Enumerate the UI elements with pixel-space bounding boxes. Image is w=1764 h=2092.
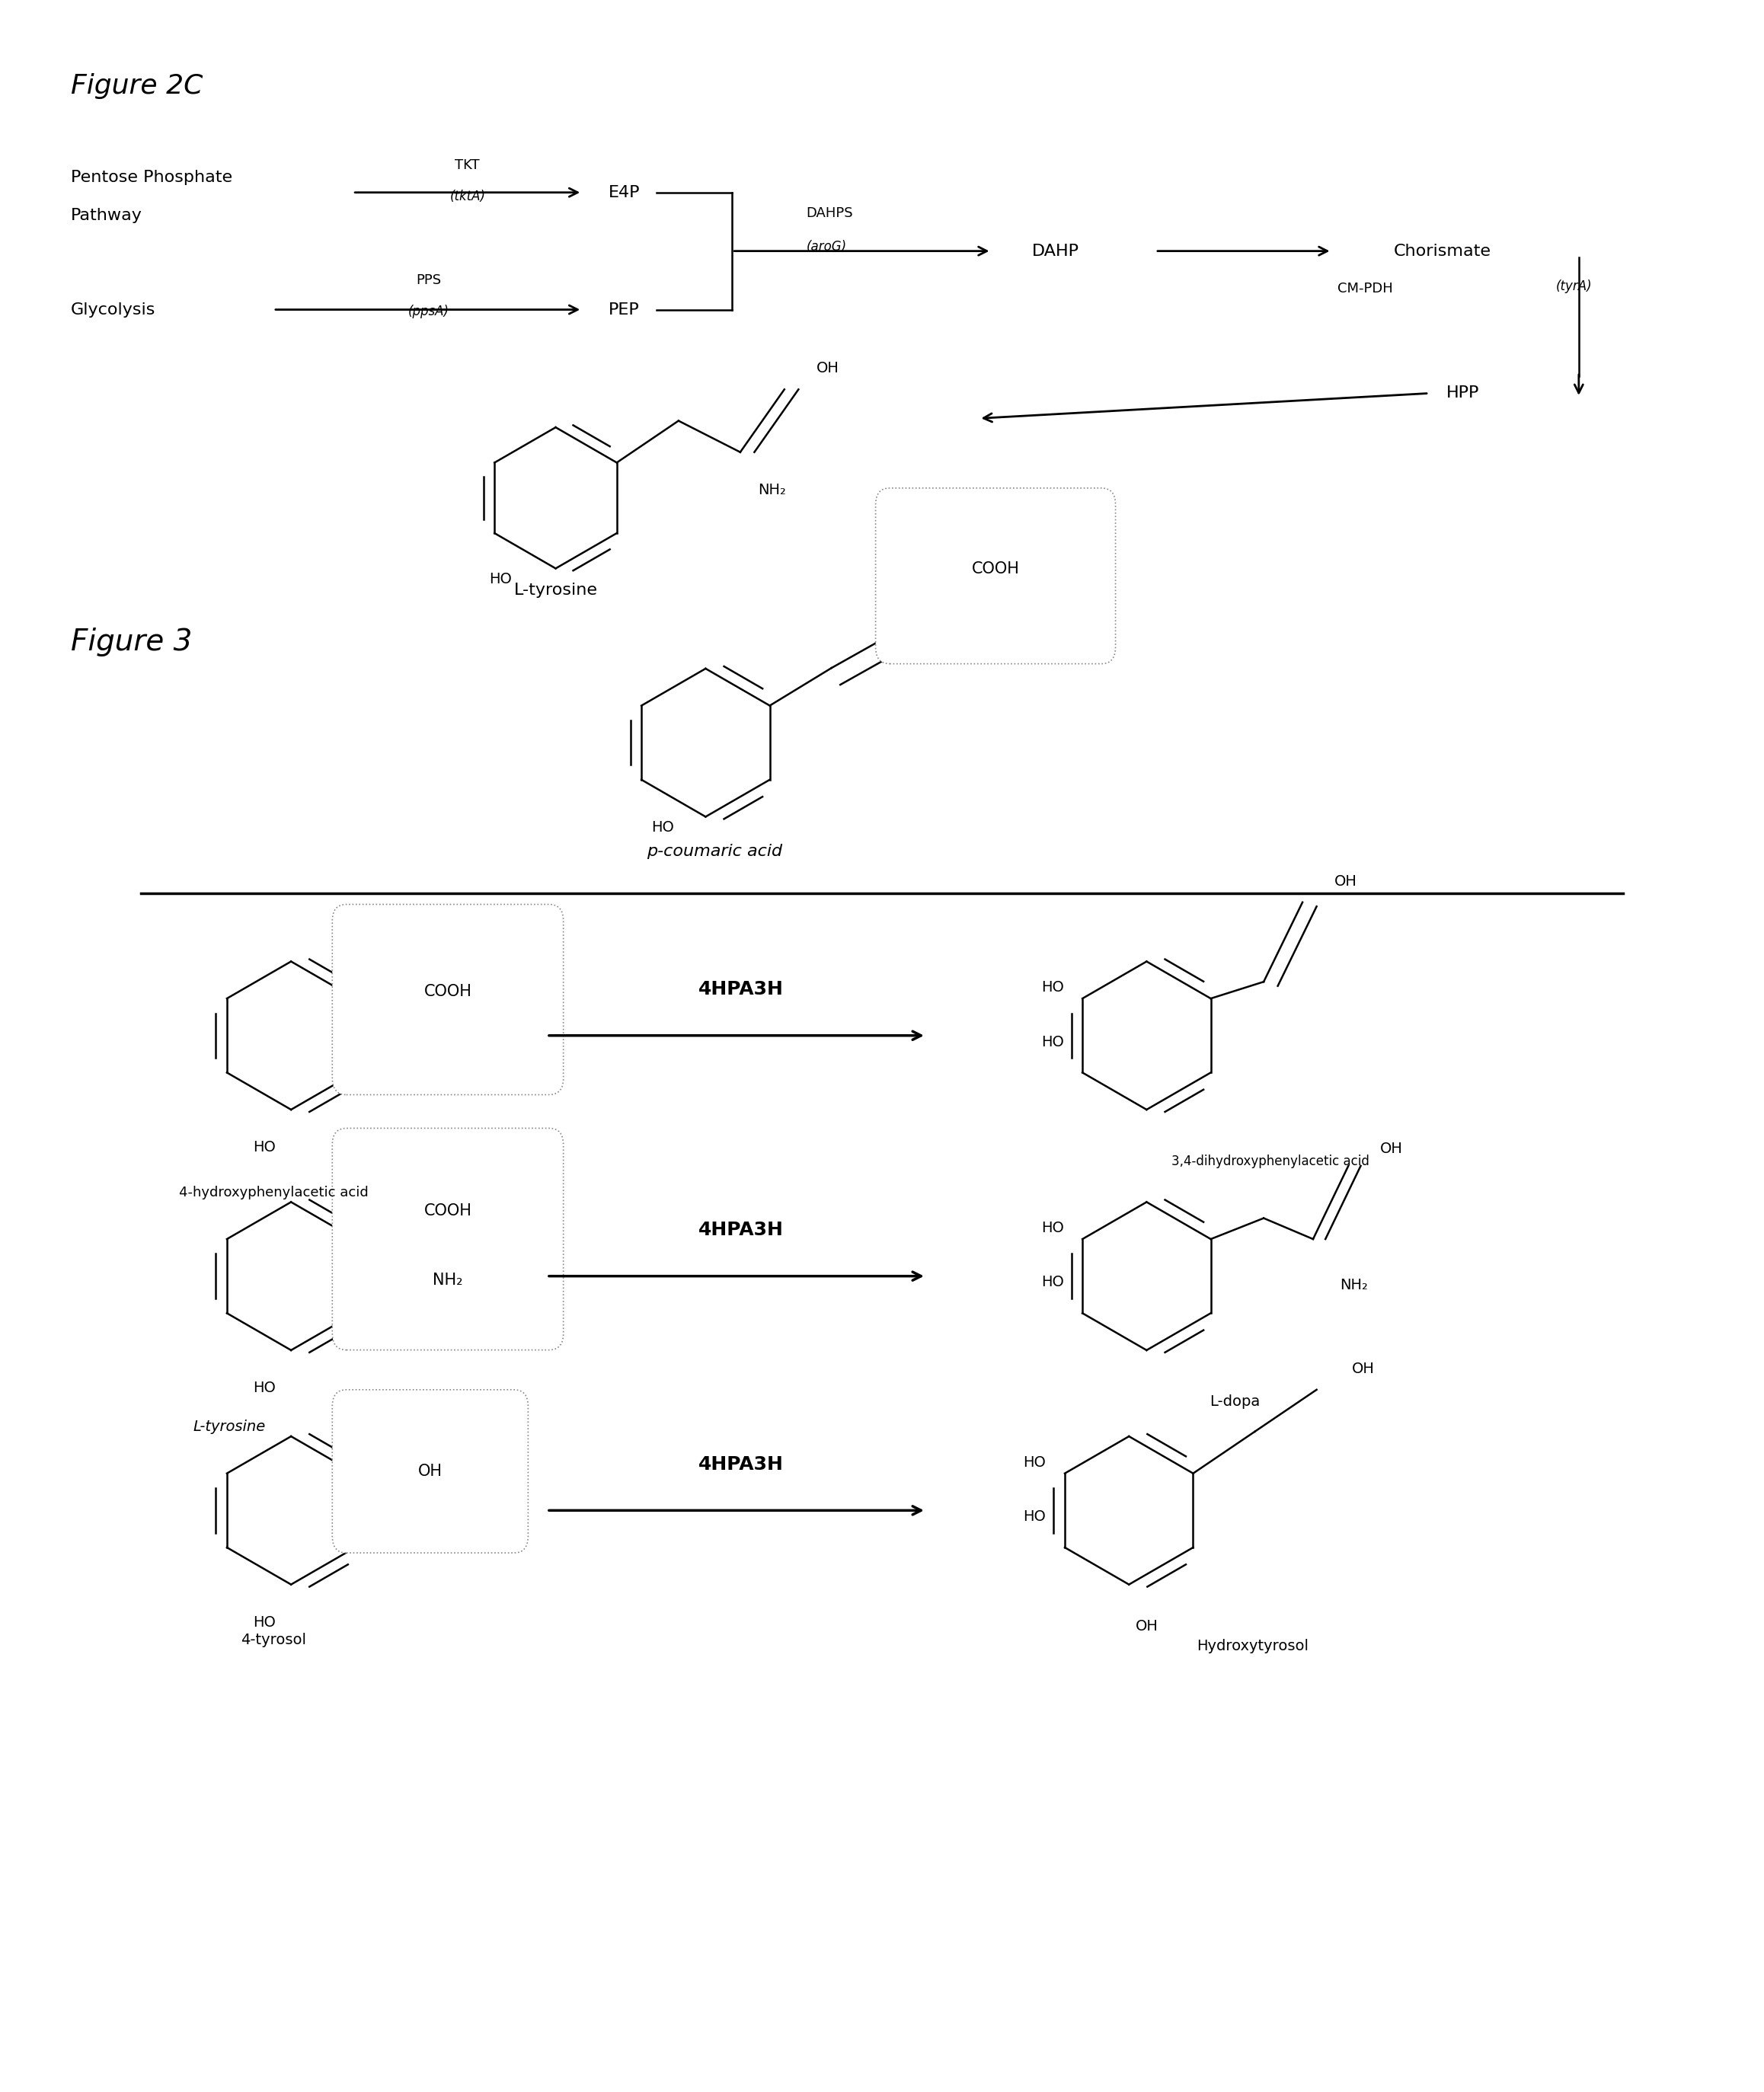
FancyBboxPatch shape: [875, 487, 1115, 663]
Text: p-coumaric acid: p-coumaric acid: [647, 843, 781, 860]
Text: L-dopa: L-dopa: [1210, 1395, 1259, 1408]
Text: OH: OH: [418, 1464, 443, 1479]
Text: HO: HO: [1023, 1456, 1046, 1469]
Text: Glycolysis: Glycolysis: [71, 301, 155, 318]
Text: COOH: COOH: [423, 983, 471, 1000]
Text: NH₂: NH₂: [1339, 1278, 1367, 1293]
Text: HO: HO: [1041, 1222, 1064, 1234]
FancyBboxPatch shape: [332, 1389, 527, 1552]
Text: NH₂: NH₂: [759, 483, 787, 498]
FancyBboxPatch shape: [332, 904, 563, 1094]
Text: 4HPA3H: 4HPA3H: [699, 981, 783, 998]
Text: OH: OH: [1334, 874, 1357, 889]
Text: 4HPA3H: 4HPA3H: [699, 1456, 783, 1473]
Text: Hydroxytyrosol: Hydroxytyrosol: [1196, 1640, 1309, 1653]
Text: HO: HO: [254, 1615, 275, 1630]
Text: PEP: PEP: [609, 301, 640, 318]
Text: COOH: COOH: [423, 1203, 471, 1218]
Text: HO: HO: [1023, 1510, 1046, 1523]
Text: COOH: COOH: [972, 561, 1020, 577]
Text: Chorismate: Chorismate: [1394, 243, 1491, 259]
Text: (tktA): (tktA): [450, 190, 485, 203]
Text: L-tyrosine: L-tyrosine: [192, 1420, 266, 1433]
Text: TKT: TKT: [455, 159, 480, 172]
FancyBboxPatch shape: [332, 1128, 563, 1349]
Text: CM-PDH: CM-PDH: [1337, 282, 1392, 295]
Text: DAHP: DAHP: [1032, 243, 1080, 259]
Text: OH: OH: [1351, 1362, 1374, 1377]
Text: E4P: E4P: [609, 184, 640, 201]
Text: HO: HO: [254, 1381, 275, 1395]
Text: HO: HO: [1041, 981, 1064, 994]
Text: HO: HO: [1041, 1276, 1064, 1289]
Text: HO: HO: [1041, 1036, 1064, 1048]
Text: PPS: PPS: [416, 274, 441, 287]
Text: DAHPS: DAHPS: [806, 207, 854, 220]
Text: HO: HO: [254, 1140, 275, 1155]
Text: HO: HO: [489, 571, 512, 586]
Text: HO: HO: [651, 820, 674, 835]
Text: 3,4-dihydroxyphenylacetic acid: 3,4-dihydroxyphenylacetic acid: [1171, 1155, 1369, 1167]
Text: 4-tyrosol: 4-tyrosol: [240, 1634, 307, 1646]
Text: Pentose Phosphate: Pentose Phosphate: [71, 169, 233, 186]
Text: 4HPA3H: 4HPA3H: [699, 1222, 783, 1238]
Text: 4-hydroxyphenylacetic acid: 4-hydroxyphenylacetic acid: [178, 1186, 369, 1199]
Text: OH: OH: [817, 362, 840, 377]
Text: OH: OH: [1136, 1619, 1157, 1634]
Text: OH: OH: [1379, 1142, 1402, 1157]
Text: HPP: HPP: [1446, 385, 1480, 402]
Text: Figure 2C: Figure 2C: [71, 73, 203, 98]
Text: NH₂: NH₂: [432, 1272, 462, 1289]
Text: Pathway: Pathway: [71, 207, 143, 224]
Text: (aroG): (aroG): [806, 241, 847, 253]
Text: (ppsA): (ppsA): [407, 305, 450, 318]
Text: Figure 3: Figure 3: [71, 628, 192, 657]
Text: L-tyrosine: L-tyrosine: [513, 582, 598, 598]
Text: (tyrA): (tyrA): [1556, 280, 1593, 293]
